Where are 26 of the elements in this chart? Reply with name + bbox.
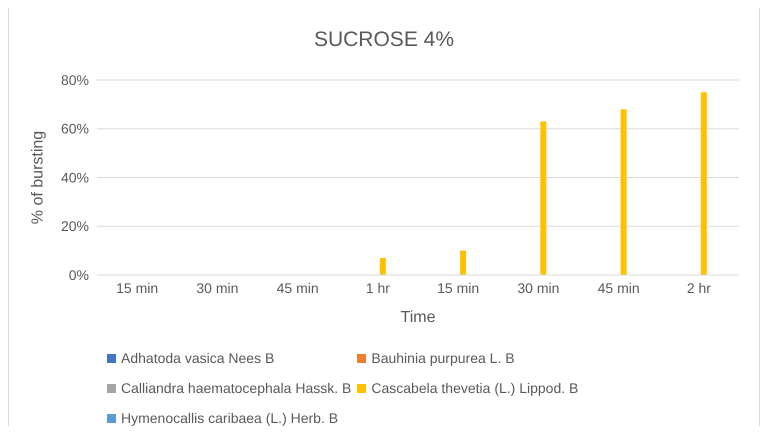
x-tick-label: 2 hr bbox=[686, 280, 712, 296]
bar bbox=[540, 121, 546, 275]
x-axis-title: Time bbox=[400, 309, 436, 326]
bar bbox=[380, 258, 386, 275]
legend-label: Cascabela thevetia (L.) Lippod. B bbox=[371, 380, 578, 396]
x-tick-label: 1 hr bbox=[366, 280, 390, 296]
y-tick-label: 80% bbox=[60, 72, 89, 88]
y-axis-title: % of bursting bbox=[30, 130, 47, 224]
y-tick-label: 60% bbox=[60, 120, 89, 137]
bar bbox=[700, 92, 707, 275]
bar bbox=[620, 109, 627, 275]
legend-label: Bauhinia purpurea L. B bbox=[371, 350, 515, 366]
x-tick-label: 30 min bbox=[517, 280, 560, 296]
chart-title: SUCROSE 4% bbox=[312, 28, 456, 52]
y-tick-label: 20% bbox=[60, 218, 89, 234]
legend-label: Adhatoda vasica Nees B bbox=[121, 350, 274, 366]
y-tick-label: 0% bbox=[68, 266, 89, 283]
legend-label: Hymenocallis caribaea (L.) Herb. B bbox=[121, 410, 338, 426]
x-tick-label: 45 min bbox=[276, 280, 319, 296]
x-tick-label: 15 min bbox=[116, 280, 158, 296]
bar bbox=[460, 250, 466, 275]
x-tick-label: 45 min bbox=[598, 280, 640, 296]
x-tick-label: 30 min bbox=[196, 280, 238, 296]
x-tick-label: 15 min bbox=[437, 280, 480, 296]
y-tick-label: 40% bbox=[60, 169, 89, 186]
legend-label: Calliandra haematocephala Hassk. B bbox=[121, 380, 352, 396]
